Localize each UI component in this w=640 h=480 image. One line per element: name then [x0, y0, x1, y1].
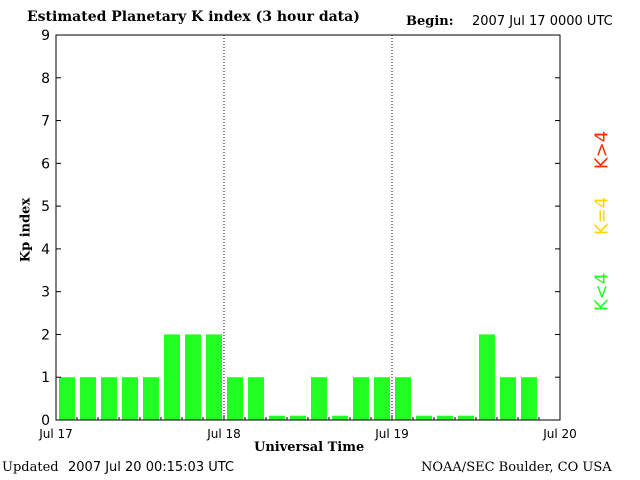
- begin-value: 2007 Jul 17 0000 UTC: [472, 14, 613, 29]
- y-tick-label: 5: [41, 199, 50, 215]
- kp-bar: [437, 415, 453, 420]
- chart-title: Estimated Planetary K index (3 hour data…: [27, 9, 360, 25]
- x-axis-label: Universal Time: [254, 440, 365, 455]
- kp-bar: [164, 334, 180, 420]
- updated-label: Updated: [2, 460, 59, 475]
- kp-bar: [227, 377, 243, 420]
- y-tick-label: 0: [41, 413, 50, 429]
- kp-bar: [185, 334, 201, 420]
- y-tick-label: 1: [41, 370, 50, 386]
- kp-bar: [59, 377, 75, 420]
- y-tick-label: 2: [41, 327, 50, 343]
- kp-bar: [353, 377, 369, 420]
- kp-bar: [458, 415, 474, 420]
- kp-bar: [374, 377, 390, 420]
- updated-value: 2007 Jul 20 00:15:03 UTC: [68, 460, 234, 475]
- x-tick-label: Jul 19: [374, 427, 409, 441]
- kp-bar: [122, 377, 138, 420]
- kp-bar: [269, 415, 285, 420]
- credit-text: NOAA/SEC Boulder, CO USA: [421, 460, 612, 475]
- kp-bar: [500, 377, 516, 420]
- kp-bar: [80, 377, 96, 420]
- kp-bar: [479, 334, 495, 420]
- kp-bar: [206, 334, 222, 420]
- y-tick-label: 7: [41, 114, 50, 130]
- kp-bar: [101, 377, 117, 420]
- begin-label: Begin:: [406, 14, 454, 29]
- kp-bar: [290, 415, 306, 420]
- kp-bar: [521, 377, 537, 420]
- y-tick-label: 6: [41, 156, 50, 172]
- x-tick-label: Jul 17: [38, 427, 73, 441]
- kp-bar: [332, 415, 348, 420]
- y-tick-label: 9: [41, 28, 50, 44]
- x-tick-label: Jul 20: [542, 427, 577, 441]
- kp-bar: [416, 415, 432, 420]
- kp-bar: [311, 377, 327, 420]
- y-tick-label: 8: [41, 71, 50, 87]
- kp-bar: [143, 377, 159, 420]
- x-tick-label: Jul 18: [206, 427, 241, 441]
- kp-bar: [395, 377, 411, 420]
- y-tick-label: 4: [41, 242, 50, 258]
- kp-bar: [248, 377, 264, 420]
- y-tick-label: 3: [41, 285, 50, 301]
